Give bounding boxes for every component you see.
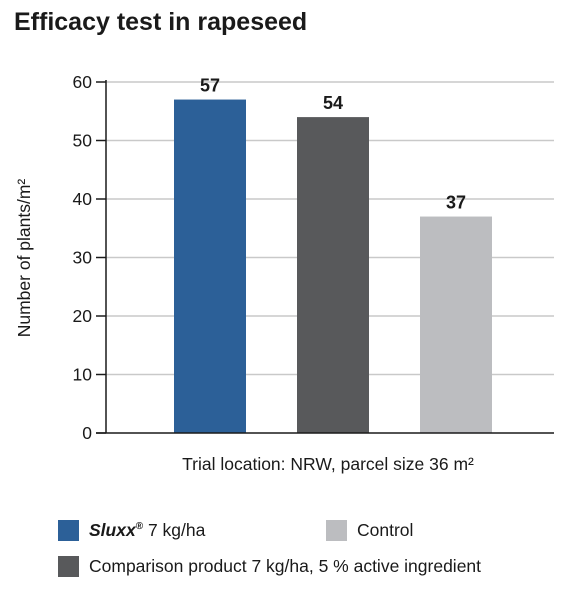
data-label: 57 [200, 76, 220, 96]
bars: 57 54 37 [174, 76, 492, 434]
data-label: 54 [323, 93, 343, 113]
y-tick-label: 20 [73, 306, 93, 326]
y-axis-label: Number of plants/m² [14, 179, 34, 338]
x-axis-label: Trial location: NRW, parcel size 36 m² [182, 454, 474, 474]
bar [297, 117, 369, 433]
y-tick-label: 10 [73, 365, 93, 385]
chart-title: Efficacy test in rapeseed [14, 8, 308, 36]
data-label: 37 [446, 193, 466, 213]
y-tick-label: 40 [73, 189, 93, 209]
bar [420, 216, 492, 433]
y-tick-label: 50 [73, 131, 93, 151]
axes: 0 10 20 30 40 50 60 [73, 72, 554, 443]
bar [174, 99, 246, 434]
y-tick-label: 0 [82, 423, 92, 443]
y-tick-label: 30 [73, 248, 93, 268]
y-tick-label: 60 [73, 72, 93, 92]
